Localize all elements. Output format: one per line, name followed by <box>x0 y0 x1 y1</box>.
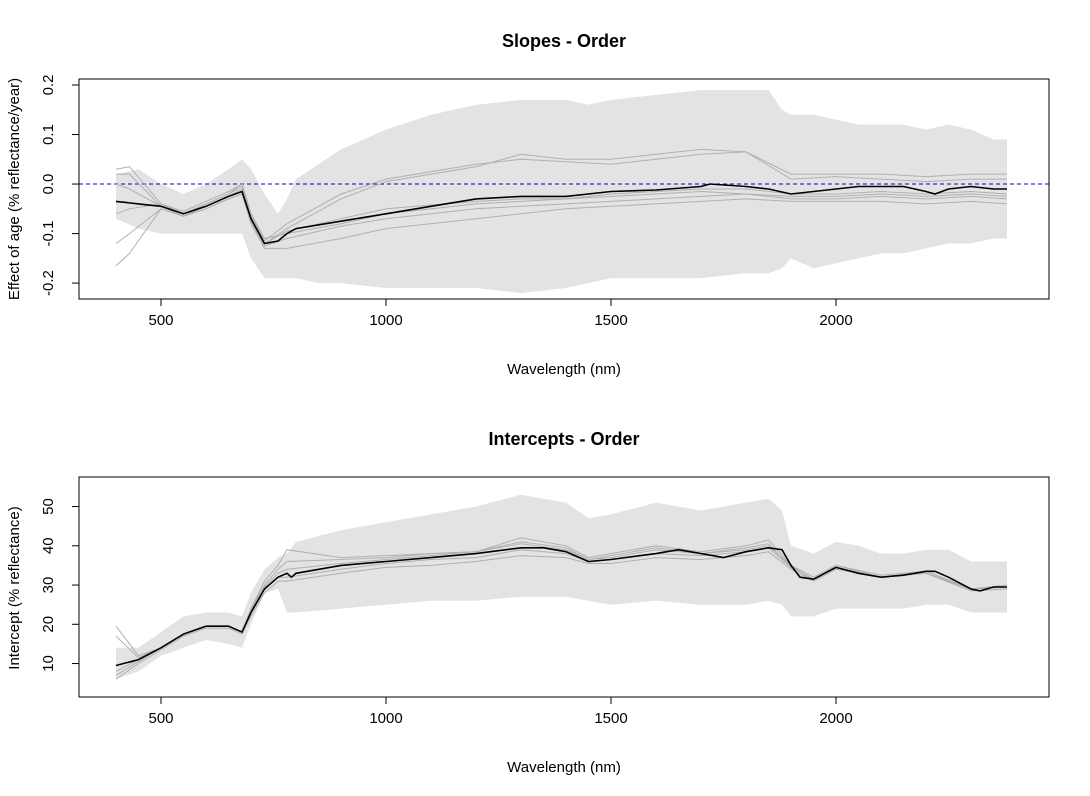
slopes-x-axis-label: Wavelength (nm) <box>507 361 621 378</box>
slopes-mean-line <box>115 183 1007 245</box>
slopes-y-tick-label: 0.0 <box>40 174 57 195</box>
slopes-y-tick-label: -0.2 <box>40 270 57 296</box>
slopes-confidence-band <box>116 90 1007 293</box>
slopes-x-tick-label: 500 <box>148 312 173 329</box>
slopes-individual-line-5 <box>115 183 1008 240</box>
slopes-y-tick-label: -0.1 <box>40 221 57 247</box>
intercepts-plot-area: 500 1000 1500 2000 10 20 30 40 50 <box>40 494 1008 727</box>
slopes-plot-frame <box>78 78 1050 300</box>
intercepts-y-tick-label: 40 <box>40 537 57 554</box>
intercepts-mean-line <box>115 546 1007 667</box>
slopes-plot-area: 500 1000 1500 2000 -0.2 -0.1 0.0 0.1 0.2 <box>40 75 1049 329</box>
intercepts-plot-frame <box>78 476 1050 698</box>
slopes-y-tick-label: 0.1 <box>40 124 57 145</box>
slopes-panel: Slopes - Order 500 1000 1500 2000 -0.2 -0.1 0.… <box>6 31 1050 378</box>
slopes-chart-title: Slopes - Order <box>502 31 626 51</box>
intercepts-panel: Intercepts - Order 500 1000 1500 2000 10 20 30… <box>6 429 1050 776</box>
intercepts-confidence-band <box>116 494 1007 680</box>
intercepts-x-axis-label: Wavelength (nm) <box>507 759 621 776</box>
intercepts-y-tick-label: 50 <box>40 498 57 515</box>
intercepts-y-axis-label: Intercept (% reflectance) <box>6 506 23 669</box>
slopes-individual-line-4 <box>115 193 1008 267</box>
intercepts-individual-line-3 <box>115 551 1008 680</box>
slopes-y-tick-label: 0.2 <box>40 75 57 96</box>
intercepts-y-tick-label: 10 <box>40 655 57 672</box>
intercepts-chart-title: Intercepts - Order <box>488 429 639 449</box>
slopes-x-tick-label: 1000 <box>369 312 402 329</box>
slopes-x-tick-label: 1500 <box>594 312 627 329</box>
slopes-x-tick-label: 2000 <box>819 312 852 329</box>
intercepts-y-tick-label: 20 <box>40 616 57 633</box>
slopes-y-axis-label: Effect of age (% reflectance/year) <box>6 78 23 300</box>
intercepts-x-tick-label: 2000 <box>819 710 852 727</box>
intercepts-x-tick-label: 500 <box>148 710 173 727</box>
intercepts-x-tick-label: 1500 <box>594 710 627 727</box>
intercepts-x-tick-label: 1000 <box>369 710 402 727</box>
intercepts-y-tick-label: 30 <box>40 577 57 594</box>
slopes-individual-line-6 <box>115 183 1008 245</box>
